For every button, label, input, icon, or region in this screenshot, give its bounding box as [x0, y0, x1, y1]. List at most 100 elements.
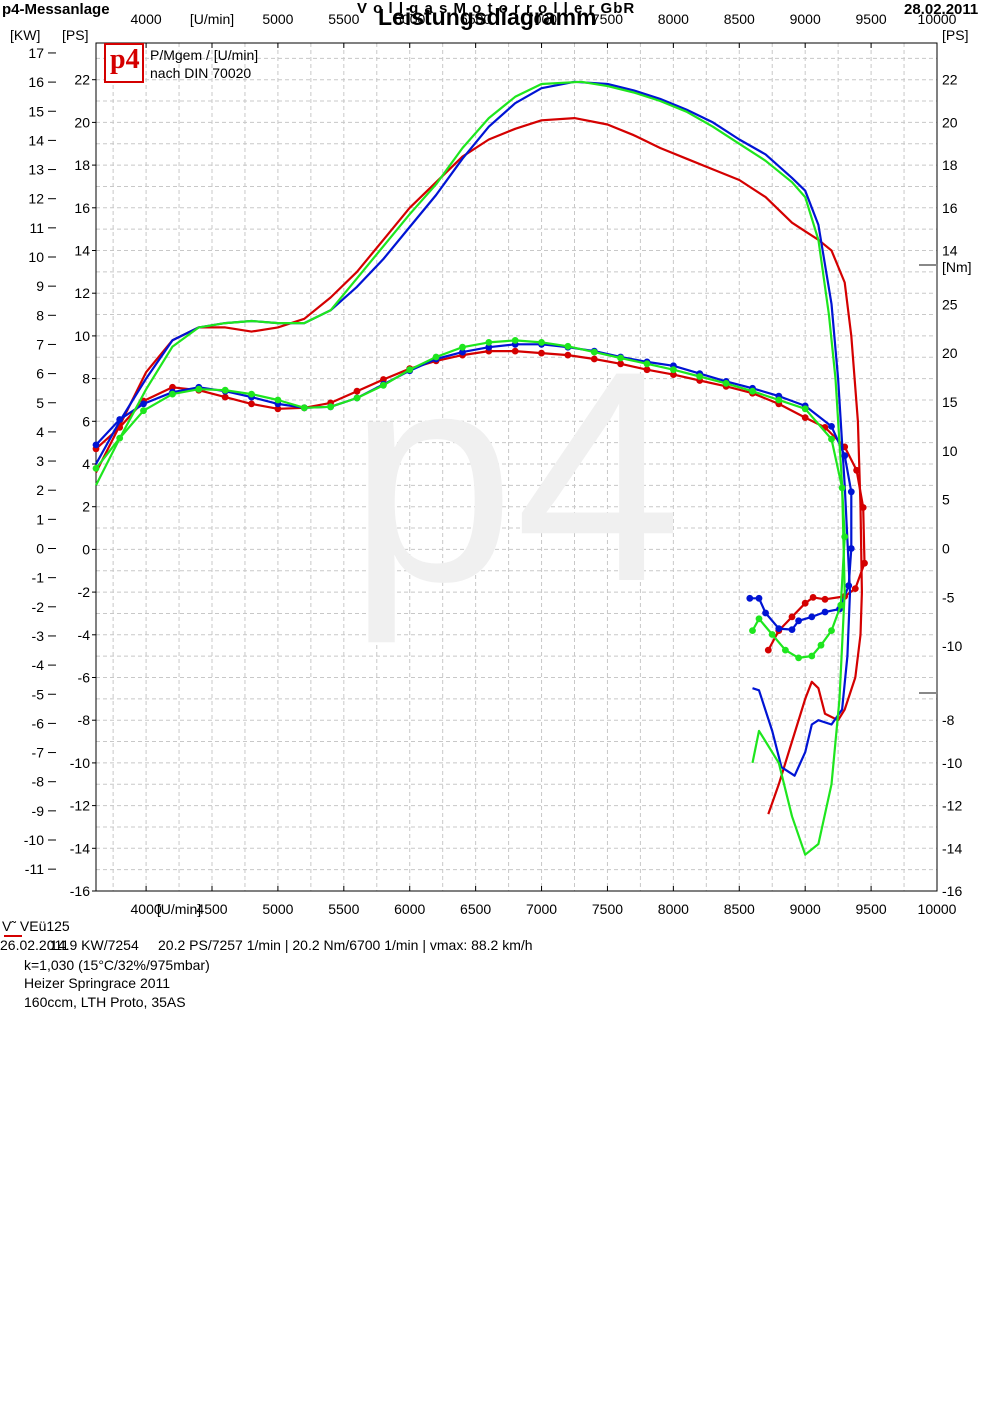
torque-point-green — [432, 353, 440, 361]
company-name: V o l l g a s M o t o r r o l l e r GbR — [357, 0, 636, 17]
x-tick-label-bottom: 4000 — [131, 901, 162, 917]
ps-tick-label-right: 18 — [942, 157, 958, 173]
torque-point-blue — [116, 416, 124, 423]
x-tick-label-bottom: 5500 — [328, 901, 359, 917]
x-tick-label-bottom: 10000 — [918, 901, 957, 917]
x-tick-label-bottom: [U/min] — [157, 901, 201, 917]
torque-point-green — [643, 360, 651, 368]
ps-tick-label-left: -10 — [70, 755, 90, 771]
kw-tick-label: 3 — [36, 453, 44, 469]
kw-tick-label: 4 — [36, 424, 44, 440]
kw-tick-label: 13 — [28, 162, 44, 178]
kw-tick-label: 0 — [36, 541, 44, 557]
nm-tick-label: 10 — [942, 443, 958, 459]
torque-point-green — [775, 396, 783, 404]
torque-point-red — [511, 347, 519, 355]
torque-point-red — [617, 360, 624, 368]
x-tick-label-top: 6000 — [394, 11, 425, 27]
ps-tick-label-left: 14 — [74, 243, 90, 259]
ps-tick-label-left: -14 — [70, 840, 90, 856]
kw-tick-label: 1 — [36, 511, 44, 527]
run-summary: 20.2 PS/7257 1/min | 20.2 Nm/6700 1/min … — [158, 937, 533, 953]
p4-logo-text: p4 — [110, 44, 140, 75]
torque-point-green — [841, 533, 849, 541]
torque-point-green — [837, 601, 845, 609]
kw-tick-label: -5 — [32, 686, 45, 702]
torque-point-red — [670, 371, 677, 378]
x-tick-label-top: 5500 — [328, 11, 359, 27]
x-tick-label-bottom: 8500 — [724, 901, 755, 917]
torque-point-green — [817, 641, 825, 649]
run-color-marker — [4, 935, 22, 937]
run-date: 26.02.2011 — [0, 937, 70, 953]
torque-point-blue — [841, 452, 849, 460]
torque-point-red — [821, 595, 829, 603]
ps-tick-label-right: -8 — [942, 712, 955, 728]
x-tick-label-bottom: 9500 — [856, 901, 887, 917]
x-tick-label-top: 9500 — [856, 11, 887, 27]
kw-tick-label: -10 — [24, 832, 44, 848]
torque-point-green — [353, 394, 361, 402]
chart-title: Leistungsdiagramm — [378, 4, 597, 30]
torque-point-green — [808, 652, 816, 660]
x-tick-label-bottom: 4500 — [196, 901, 227, 917]
kw-axis-label: [KW] — [10, 27, 40, 43]
torque-point-green — [828, 435, 835, 443]
kw-tick-label: -2 — [32, 599, 45, 615]
power-curve-green — [95, 80, 846, 856]
torque-point-green — [459, 343, 466, 351]
ps-tick-label-left: 10 — [74, 328, 90, 344]
x-tick-label-top: 9000 — [790, 11, 821, 27]
torque-point-green — [749, 387, 756, 395]
torque-point-red — [380, 376, 387, 383]
chart-axes: 4000 [U/min] 5000 5500 6000 6500 7000 7500 8000 8… — [10, 11, 972, 917]
x-tick-label-bottom: 6500 — [460, 901, 491, 917]
torque-point-green — [511, 337, 519, 344]
ps-tick-label-left: 18 — [74, 157, 90, 173]
ps-tick-label-left: 20 — [74, 114, 90, 130]
torque-point-red — [221, 393, 229, 401]
torque-point-blue — [746, 594, 754, 602]
nm-tick-label: -5 — [942, 589, 955, 605]
ps-tick-label-left: -12 — [70, 798, 90, 814]
ps-tick-label-left: 12 — [74, 285, 90, 301]
torque-point-green — [670, 366, 677, 374]
x-tick-label-bottom: 6000 — [394, 901, 425, 917]
x-tick-label-bottom: 7000 — [526, 901, 557, 917]
torque-point-blue — [847, 545, 855, 552]
ps-tick-label-left: -6 — [78, 670, 91, 686]
torque-point-green — [538, 339, 545, 346]
torque-point-red — [643, 366, 651, 374]
kw-tick-label: -1 — [32, 570, 45, 586]
torque-point-green — [722, 380, 730, 387]
kw-tick-label: 8 — [36, 307, 44, 323]
x-tick-label-top: 10000 — [918, 11, 957, 27]
kw-tick-label: -9 — [32, 803, 45, 819]
torque-point-green — [838, 484, 846, 492]
torque-point-red — [590, 355, 598, 363]
torque-point-green — [116, 434, 124, 442]
x-tick-label-bottom: 7500 — [592, 901, 623, 917]
torque-point-green — [768, 631, 776, 638]
kw-tick-label: 17 — [28, 45, 44, 61]
kw-tick-label: 5 — [36, 395, 44, 411]
torque-point-red — [353, 387, 361, 395]
kw-tick-label: 16 — [28, 74, 44, 90]
test-date: 28.02.2011 — [904, 1, 979, 18]
torque-point-blue — [828, 423, 835, 430]
kw-tick-label: -6 — [32, 715, 45, 731]
nm-axis-label: [Nm] — [942, 259, 972, 275]
x-tick-label-bottom: 8000 — [658, 901, 689, 917]
x-tick-label-top: 7500 — [592, 11, 623, 27]
x-tick-label-top: 4000 — [131, 11, 162, 27]
torque-point-blue — [762, 609, 769, 617]
x-tick-label-bottom: 5000 — [262, 901, 293, 917]
ps-tick-label-right: -12 — [942, 798, 962, 814]
torque-point-red — [859, 504, 867, 511]
ps-tick-label-left: 4 — [82, 456, 90, 472]
torque-point-blue — [845, 582, 853, 589]
nm-tick-label: -10 — [942, 638, 962, 654]
kw-tick-label: -11 — [25, 861, 44, 877]
torque-curve-green — [95, 339, 846, 660]
ps-tick-label-left: -2 — [78, 584, 91, 600]
